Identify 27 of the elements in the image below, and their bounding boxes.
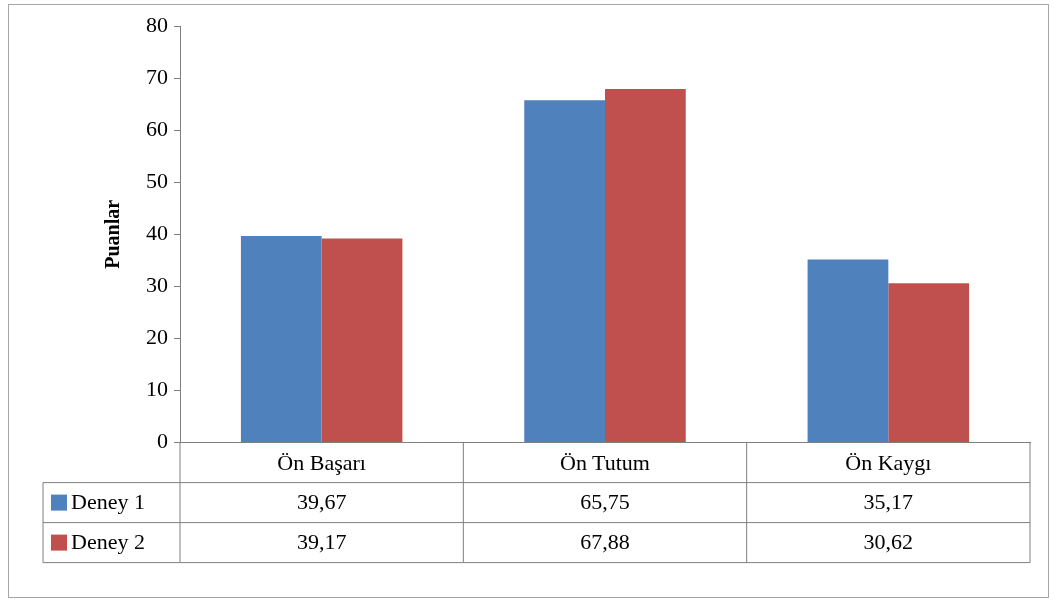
data-label: 35,17 (863, 489, 914, 515)
x-tick-label: Ön Başarı (277, 449, 366, 475)
y-tick-label: 30 (146, 272, 168, 298)
data-label: 65,75 (580, 489, 630, 515)
bar (807, 259, 889, 443)
data-label: 39,17 (296, 529, 347, 555)
y-tick-label: 0 (157, 428, 168, 454)
y-tick-label: 10 (146, 376, 168, 402)
data-label: 39,67 (296, 489, 347, 515)
y-tick-label: 50 (146, 168, 168, 194)
bar (605, 89, 686, 443)
data-label: 67,88 (580, 529, 630, 555)
y-tick-label: 70 (146, 63, 168, 89)
legend-label: Deney 2 (71, 529, 145, 555)
y-tick-label: 20 (146, 324, 168, 350)
y-tick-label: 60 (146, 115, 168, 141)
x-tick-label: Ön Tutum (560, 449, 650, 475)
bar (524, 100, 605, 443)
y-axis-title: Puanlar (101, 199, 124, 269)
data-label: 30,62 (863, 529, 914, 555)
bar (321, 238, 403, 443)
x-tick-label: Ön Kaygı (845, 449, 932, 475)
bar (888, 283, 970, 443)
y-tick-label: 80 (146, 11, 168, 37)
legend-label: Deney 1 (71, 489, 145, 515)
y-tick-label: 40 (146, 220, 168, 246)
bar (240, 236, 322, 443)
